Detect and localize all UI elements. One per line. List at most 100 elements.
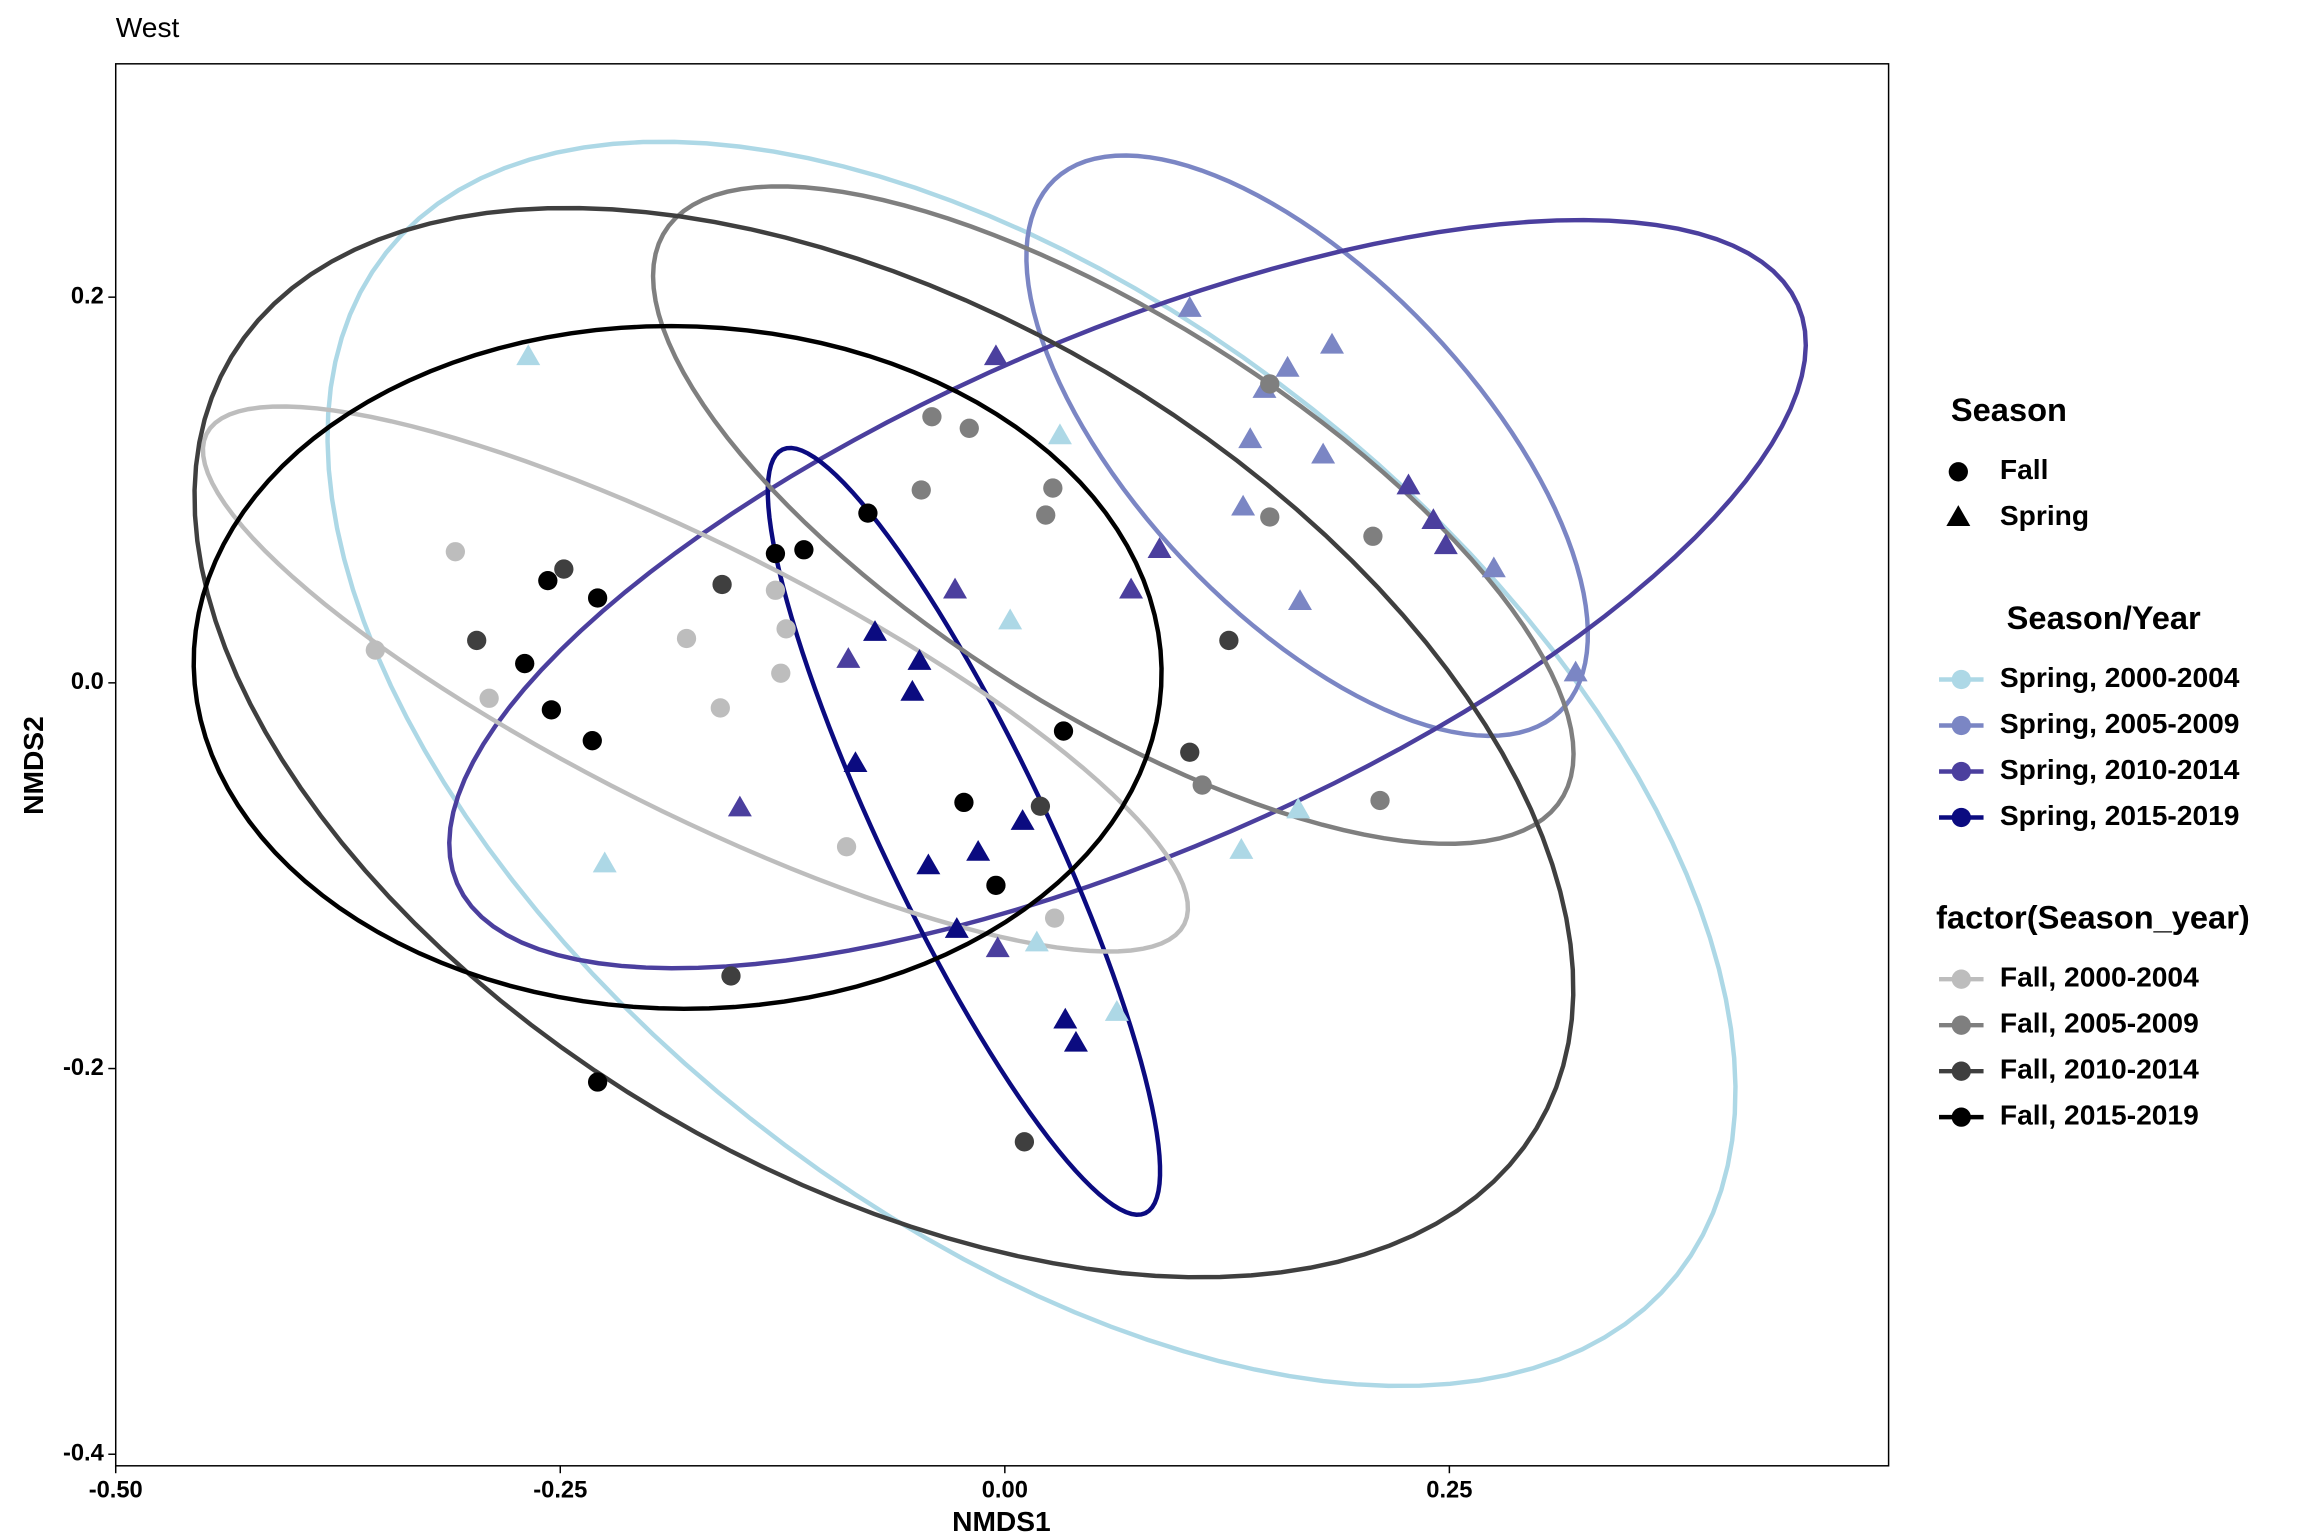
point	[843, 751, 868, 773]
legend-label: Fall, 2010-2014	[2000, 1053, 2199, 1085]
point	[771, 663, 791, 683]
point	[554, 559, 574, 579]
point	[1288, 589, 1312, 611]
point	[365, 640, 385, 660]
point	[1275, 355, 1300, 377]
y-axis-title: NMDS2	[17, 716, 49, 815]
point	[541, 700, 562, 720]
point	[986, 875, 1006, 895]
point	[721, 966, 741, 986]
point	[710, 698, 730, 718]
point	[1047, 423, 1072, 445]
point	[794, 540, 814, 560]
legend-title: Season	[1951, 391, 2067, 428]
legend-label: Fall, 2015-2019	[2000, 1099, 2199, 1131]
point	[467, 630, 487, 651]
point	[1053, 1007, 1078, 1029]
point	[1238, 427, 1263, 449]
point	[1229, 838, 1254, 859]
point	[836, 647, 861, 668]
legend-label: Fall, 2000-2004	[2000, 961, 2199, 993]
legend-label: Spring	[2000, 499, 2089, 531]
point	[1396, 473, 1421, 495]
chart-title: West	[116, 11, 180, 43]
point	[1063, 1030, 1088, 1052]
legend-label: Spring, 2005-2009	[2000, 707, 2240, 739]
point	[1421, 508, 1446, 530]
legend-label: Fall	[2000, 453, 2049, 485]
point	[911, 480, 931, 500]
point	[1044, 908, 1065, 928]
legend-label: Spring, 2015-2019	[2000, 799, 2240, 831]
point	[712, 574, 732, 595]
point	[1219, 630, 1239, 651]
legend-marker	[1951, 761, 1971, 782]
plot-border	[114, 63, 1890, 1467]
point	[985, 936, 1010, 958]
point	[1036, 505, 1056, 525]
point	[1286, 797, 1311, 819]
point	[943, 577, 968, 599]
legend-marker	[1951, 1061, 1971, 1081]
point	[1043, 478, 1063, 498]
y-tick-label: 0.0	[71, 669, 104, 695]
legend-marker	[1946, 505, 1971, 526]
x-tick-label: -0.50	[89, 1477, 143, 1503]
point	[515, 653, 535, 674]
legend-label: Spring, 2000-2004	[2000, 661, 2240, 693]
ellipse	[200, 404, 1191, 954]
point	[1260, 374, 1280, 394]
ellipse	[1024, 153, 1591, 739]
point	[944, 917, 969, 938]
point	[858, 503, 878, 523]
legend-marker	[1951, 969, 1971, 989]
point	[1231, 494, 1256, 516]
legend-title: Season/Year	[2007, 599, 2201, 636]
y-tick-label: -0.4	[63, 1440, 105, 1466]
legend-label: Spring, 2010-2014	[2000, 753, 2240, 785]
point	[1260, 507, 1280, 527]
point	[863, 620, 887, 641]
point	[836, 837, 857, 857]
point	[1563, 660, 1588, 682]
point	[479, 688, 499, 708]
point	[954, 792, 974, 813]
point	[1053, 721, 1074, 741]
point	[727, 795, 752, 817]
y-tick-label: -0.2	[63, 1055, 104, 1081]
x-tick-label: 0.25	[1426, 1477, 1472, 1503]
legend-label: Fall, 2005-2009	[2000, 1007, 2199, 1039]
legend-marker	[1951, 1107, 1971, 1127]
point	[998, 608, 1023, 630]
point	[1363, 526, 1383, 546]
legend-marker	[1951, 1015, 1971, 1035]
point	[1370, 790, 1390, 811]
point	[916, 853, 941, 875]
point	[582, 731, 602, 751]
point	[959, 418, 979, 438]
point	[1433, 533, 1458, 555]
point	[445, 542, 466, 562]
point	[1180, 742, 1200, 762]
point	[587, 1072, 608, 1092]
legend-marker	[1951, 669, 1971, 690]
ellipse	[447, 217, 1809, 971]
point	[592, 851, 617, 873]
point	[587, 588, 608, 608]
point	[1147, 537, 1172, 558]
x-axis-title: NMDS1	[952, 1505, 1051, 1536]
point	[922, 407, 942, 427]
point	[1481, 556, 1506, 578]
legend-marker	[1948, 462, 1968, 482]
point	[1177, 296, 1202, 317]
point	[1311, 442, 1336, 464]
point	[1320, 332, 1344, 354]
point	[1104, 1000, 1129, 1021]
point	[1119, 577, 1144, 599]
point	[1014, 1132, 1035, 1152]
legend-marker	[1951, 807, 1971, 828]
point	[1010, 809, 1035, 830]
point	[676, 628, 697, 649]
point	[1192, 775, 1212, 795]
